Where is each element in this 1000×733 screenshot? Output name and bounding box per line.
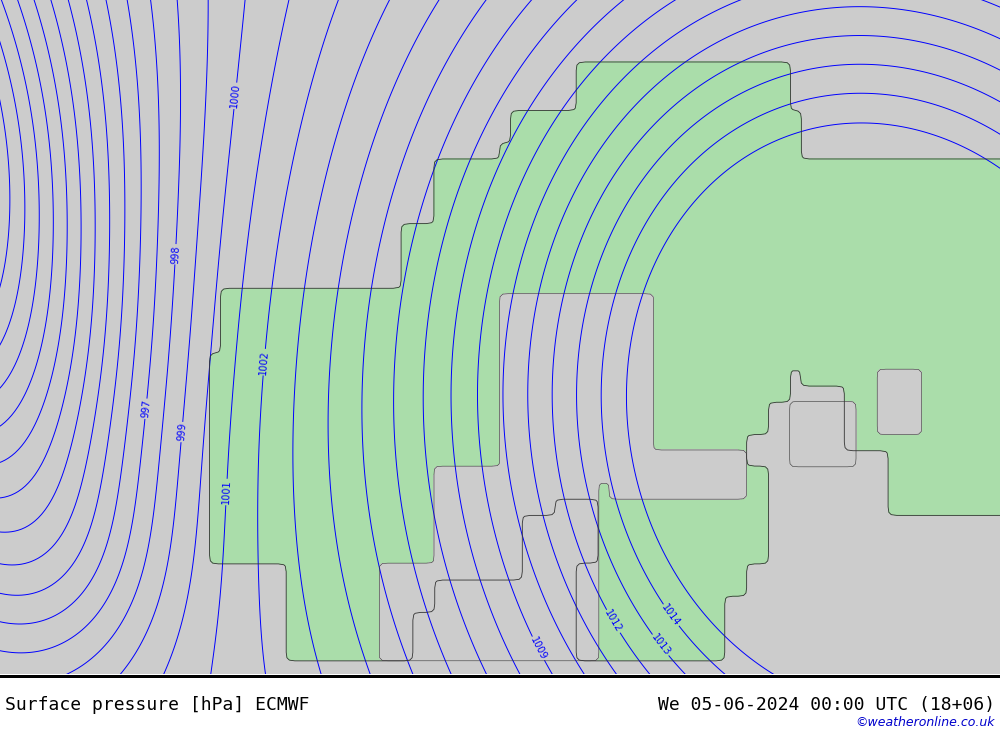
Text: 1009: 1009	[528, 636, 548, 662]
Text: Surface pressure [hPa] ECMWF: Surface pressure [hPa] ECMWF	[5, 696, 310, 714]
Text: We 05-06-2024 00:00 UTC (18+06): We 05-06-2024 00:00 UTC (18+06)	[658, 696, 995, 714]
Text: 1000: 1000	[229, 83, 242, 108]
Text: 1013: 1013	[649, 633, 672, 658]
Text: 1014: 1014	[660, 603, 682, 628]
Text: 1002: 1002	[258, 350, 270, 375]
Text: 998: 998	[170, 245, 181, 264]
Text: 1012: 1012	[603, 608, 624, 635]
Text: 997: 997	[140, 399, 152, 419]
Text: ©weatheronline.co.uk: ©weatheronline.co.uk	[856, 716, 995, 729]
Text: 1001: 1001	[221, 479, 232, 504]
Text: 999: 999	[176, 422, 188, 442]
